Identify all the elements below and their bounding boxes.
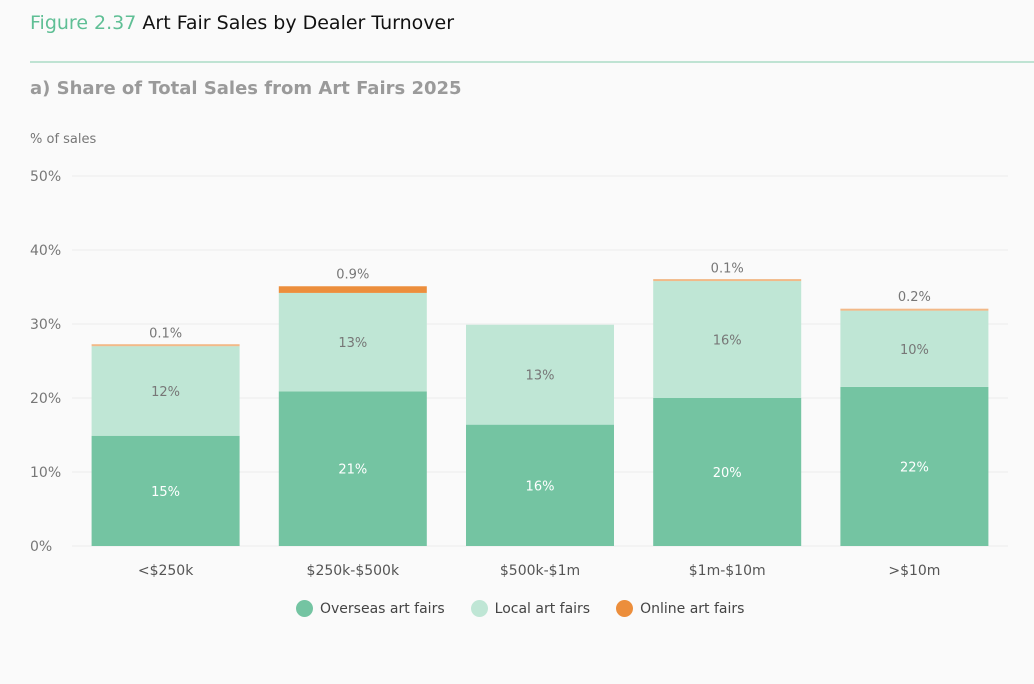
bar-segment-overseas-art-fairs xyxy=(278,391,427,546)
data-label: 15% xyxy=(151,485,180,500)
x-tick-label: <$250k xyxy=(138,563,194,579)
data-label: 0.1% xyxy=(149,326,182,341)
x-tick-label: $250k-$500k xyxy=(307,563,400,579)
data-label: 21% xyxy=(338,463,367,478)
bar-segment-online-art-fairs xyxy=(840,308,989,311)
figure-number: Figure 2.37 xyxy=(30,12,137,34)
bar-segment-overseas-art-fairs xyxy=(466,424,614,546)
legend-label: Online art fairs xyxy=(640,600,745,617)
y-tick-label: 50% xyxy=(30,169,61,185)
data-label: 12% xyxy=(151,385,180,400)
data-label: 10% xyxy=(900,343,929,358)
bar-segment-local-art-fairs xyxy=(653,281,802,398)
y-tick-label: 10% xyxy=(30,465,61,481)
y-axis-label: % of sales xyxy=(30,132,97,147)
legend-swatch xyxy=(296,600,313,617)
data-label: 22% xyxy=(900,460,929,475)
bar-segment-online-art-fairs xyxy=(91,344,240,347)
chart-subtitle: a) Share of Total Sales from Art Fairs 2… xyxy=(30,78,462,99)
legend-item: Local art fairs xyxy=(470,600,591,617)
data-label: 13% xyxy=(526,369,555,384)
legend-swatch xyxy=(616,600,634,617)
legend-item: Online art fairs xyxy=(616,600,744,617)
legend-item: Overseas art fairs xyxy=(296,600,445,617)
y-tick-label: 40% xyxy=(30,243,61,259)
bar-segment-overseas-art-fairs xyxy=(840,386,989,546)
bar-segment-overseas-art-fairs xyxy=(653,398,802,546)
bar-segment-local-art-fairs xyxy=(840,310,989,387)
data-label: 0.1% xyxy=(711,261,744,276)
legend-label: Local art fairs xyxy=(494,600,591,617)
data-label: 0.9% xyxy=(336,267,369,282)
x-tick-label: >$10m xyxy=(888,563,940,579)
bar-segment-local-art-fairs xyxy=(466,324,614,425)
divider xyxy=(30,61,1034,63)
y-tick-label: 20% xyxy=(30,391,61,407)
data-label: 13% xyxy=(338,336,367,351)
bar-segment-online-art-fairs xyxy=(278,286,427,293)
y-tick-label: 30% xyxy=(30,317,61,333)
data-label: 20% xyxy=(713,466,742,481)
data-label: 0.2% xyxy=(898,290,931,305)
x-tick-label: $1m-$10m xyxy=(689,563,766,579)
data-label: 16% xyxy=(526,479,555,494)
legend: Overseas art fairs Local art fairs Online … xyxy=(296,600,744,617)
legend-swatch xyxy=(470,600,488,617)
bar-segment-local-art-fairs xyxy=(278,292,427,392)
legend-label: Overseas art fairs xyxy=(320,600,445,617)
bar-segment-local-art-fairs xyxy=(91,346,240,436)
bar-segment-online-art-fairs xyxy=(653,279,802,282)
data-label: 16% xyxy=(713,334,742,349)
figure-title-text: Art Fair Sales by Dealer Turnover xyxy=(142,12,455,34)
figure-title: Figure 2.37 Art Fair Sales by Dealer Tur… xyxy=(30,12,454,34)
y-tick-label: 0% xyxy=(30,539,52,555)
x-tick-label: $500k-$1m xyxy=(500,563,580,579)
bar-segment-overseas-art-fairs xyxy=(91,435,240,546)
